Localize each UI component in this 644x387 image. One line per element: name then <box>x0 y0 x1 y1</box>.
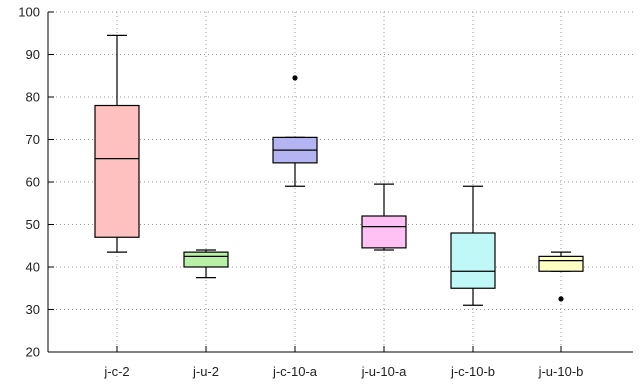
x-tick-label: j-c-10-a <box>272 364 318 379</box>
y-tick-label: 30 <box>26 302 40 317</box>
box-j-u-10-b <box>538 251 584 302</box>
y-tick-label: 100 <box>18 5 40 20</box>
grid-layer <box>48 11 633 352</box>
y-tick-label: 20 <box>26 345 40 360</box>
y-tick-label: 60 <box>26 175 40 190</box>
x-tick-label: j-u-10-b <box>538 364 584 379</box>
box-j-u-10-a <box>361 183 407 251</box>
axis-layer <box>47 11 633 353</box>
x-tick-label: j-c-2 <box>103 364 129 379</box>
iqr-box <box>183 251 229 268</box>
y-tick-label: 80 <box>26 90 40 105</box>
x-tick-label: j-u-2 <box>192 364 219 379</box>
box-layer <box>94 34 584 306</box>
y-tick-label: 40 <box>26 260 40 275</box>
label-layer: 20 30 40 50 60 70 80 90 100 j-c-2 j-u-2 j-c-10-a j-u… <box>18 5 583 380</box>
y-tick-label: 70 <box>26 132 40 147</box>
iqr-box <box>538 255 584 272</box>
box-j-c-10-b <box>450 185 496 306</box>
outlier-point <box>558 296 564 302</box>
outlier-point <box>292 75 298 81</box>
x-tick-label: j-c-10-b <box>450 364 495 379</box>
x-tick-label: j-u-10-a <box>361 364 408 379</box>
box-j-c-10-a <box>272 75 318 187</box>
iqr-box <box>94 104 140 238</box>
box-j-u-2 <box>183 249 229 279</box>
y-tick-label: 50 <box>26 217 40 232</box>
iqr-box <box>450 232 496 289</box>
y-tick-label: 90 <box>26 47 40 62</box>
box-j-c-2 <box>94 34 140 253</box>
iqr-box <box>361 215 407 249</box>
